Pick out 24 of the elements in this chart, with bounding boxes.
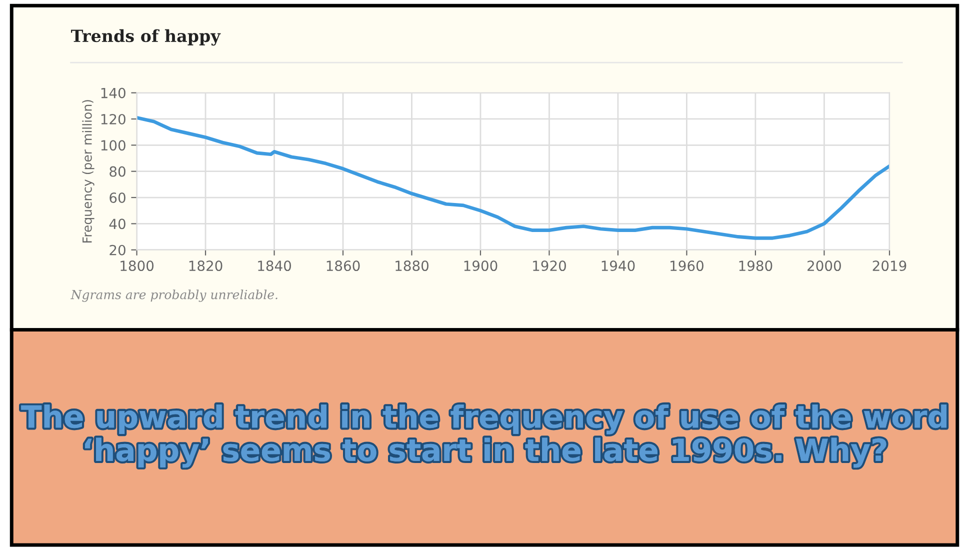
text: The upward trend in the frequency of use of the word ‘happy’ seems to start in the late 1990s. Why? [21, 404, 947, 468]
y-tick-label: 20 [110, 244, 126, 256]
x-tick-label: 1800 [120, 260, 154, 272]
x-tick-label: 2000 [808, 260, 841, 272]
y-tick-label: 80 [110, 166, 126, 177]
x-tick-label: 1940 [602, 260, 635, 272]
chart-title: Trends of happy [70, 29, 221, 46]
y-tick-label: 100 [101, 140, 126, 151]
y-tick-label: 120 [101, 114, 126, 124]
y-axis-title: Frequency (per million) [82, 100, 94, 242]
x-tick-label: 2019 [872, 260, 906, 272]
y-tick-label: 60 [110, 192, 126, 203]
x-tick-label: 1860 [326, 260, 360, 272]
x-tick-label: 1820 [189, 260, 222, 272]
x-tick-label: 1880 [396, 260, 428, 272]
x-tick-label: 1980 [739, 260, 772, 272]
y-tick-label: 140 [101, 88, 126, 98]
x-tick-label: 1920 [533, 260, 566, 272]
text: Ngrams are probably unreliable. [70, 290, 278, 302]
line-series [136, 116, 890, 240]
x-tick-label: 1840 [258, 260, 292, 272]
x-tick-label: 1900 [464, 260, 498, 272]
y-tick-label: 40 [109, 218, 126, 230]
x-tick-label: 1960 [670, 260, 704, 272]
